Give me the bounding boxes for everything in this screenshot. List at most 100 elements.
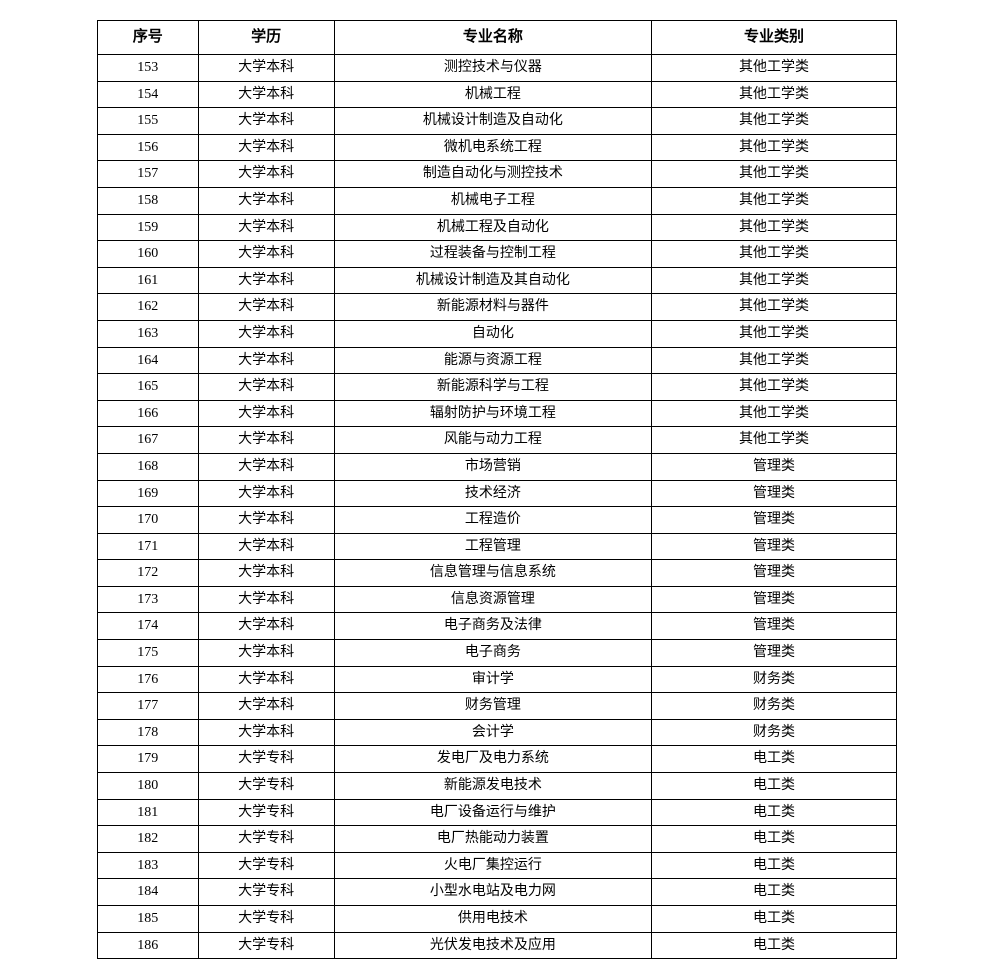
table-cell: 154 <box>98 81 199 108</box>
table-cell: 风能与动力工程 <box>334 427 651 454</box>
table-cell: 管理类 <box>652 480 897 507</box>
table-cell: 180 <box>98 773 199 800</box>
table-cell: 审计学 <box>334 666 651 693</box>
table-cell: 181 <box>98 799 199 826</box>
table-row: 177大学本科财务管理财务类 <box>98 693 897 720</box>
table-cell: 电工类 <box>652 773 897 800</box>
table-cell: 其他工学类 <box>652 108 897 135</box>
table-cell: 大学本科 <box>198 320 334 347</box>
table-row: 166大学本科辐射防护与环境工程其他工学类 <box>98 400 897 427</box>
table-row: 175大学本科电子商务管理类 <box>98 640 897 667</box>
table-row: 165大学本科新能源科学与工程其他工学类 <box>98 374 897 401</box>
table-cell: 大学本科 <box>198 347 334 374</box>
table-row: 163大学本科自动化其他工学类 <box>98 320 897 347</box>
table-cell: 微机电系统工程 <box>334 134 651 161</box>
table-cell: 大学专科 <box>198 932 334 959</box>
table-cell: 大学本科 <box>198 187 334 214</box>
table-cell: 机械设计制造及其自动化 <box>334 267 651 294</box>
col-header-cat: 专业类别 <box>652 21 897 55</box>
table-cell: 165 <box>98 374 199 401</box>
table-row: 162大学本科新能源材料与器件其他工学类 <box>98 294 897 321</box>
table-cell: 新能源发电技术 <box>334 773 651 800</box>
table-cell: 电工类 <box>652 852 897 879</box>
table-cell: 159 <box>98 214 199 241</box>
table-cell: 电工类 <box>652 932 897 959</box>
table-cell: 其他工学类 <box>652 400 897 427</box>
table-cell: 185 <box>98 906 199 933</box>
table-cell: 大学本科 <box>198 666 334 693</box>
table-row: 161大学本科机械设计制造及其自动化其他工学类 <box>98 267 897 294</box>
table-cell: 大学专科 <box>198 879 334 906</box>
table-cell: 177 <box>98 693 199 720</box>
table-row: 185大学专科供用电技术电工类 <box>98 906 897 933</box>
table-cell: 其他工学类 <box>652 267 897 294</box>
table-cell: 167 <box>98 427 199 454</box>
table-cell: 大学本科 <box>198 427 334 454</box>
table-cell: 183 <box>98 852 199 879</box>
table-cell: 管理类 <box>652 507 897 534</box>
table-cell: 其他工学类 <box>652 374 897 401</box>
table-cell: 机械设计制造及自动化 <box>334 108 651 135</box>
col-header-edu: 学历 <box>198 21 334 55</box>
table-cell: 制造自动化与测控技术 <box>334 161 651 188</box>
table-cell: 大学本科 <box>198 374 334 401</box>
table-cell: 财务类 <box>652 666 897 693</box>
table-cell: 大学本科 <box>198 267 334 294</box>
table-cell: 大学本科 <box>198 640 334 667</box>
table-cell: 大学本科 <box>198 161 334 188</box>
table-row: 154大学本科机械工程其他工学类 <box>98 81 897 108</box>
table-cell: 大学本科 <box>198 507 334 534</box>
table-row: 183大学专科火电厂集控运行电工类 <box>98 852 897 879</box>
table-row: 181大学专科电厂设备运行与维护电工类 <box>98 799 897 826</box>
table-cell: 财务类 <box>652 719 897 746</box>
table-cell: 会计学 <box>334 719 651 746</box>
table-cell: 财务类 <box>652 693 897 720</box>
table-cell: 信息资源管理 <box>334 586 651 613</box>
table-row: 168大学本科市场营销管理类 <box>98 453 897 480</box>
table-cell: 电工类 <box>652 906 897 933</box>
table-cell: 大学专科 <box>198 746 334 773</box>
table-cell: 大学专科 <box>198 799 334 826</box>
table-row: 159大学本科机械工程及自动化其他工学类 <box>98 214 897 241</box>
table-cell: 162 <box>98 294 199 321</box>
table-cell: 电子商务及法律 <box>334 613 651 640</box>
table-cell: 大学本科 <box>198 693 334 720</box>
table-row: 157大学本科制造自动化与测控技术其他工学类 <box>98 161 897 188</box>
table-row: 176大学本科审计学财务类 <box>98 666 897 693</box>
table-cell: 发电厂及电力系统 <box>334 746 651 773</box>
table-cell: 大学本科 <box>198 560 334 587</box>
table-cell: 新能源科学与工程 <box>334 374 651 401</box>
table-cell: 172 <box>98 560 199 587</box>
table-cell: 新能源材料与器件 <box>334 294 651 321</box>
table-cell: 其他工学类 <box>652 55 897 82</box>
table-row: 174大学本科电子商务及法律管理类 <box>98 613 897 640</box>
table-cell: 大学本科 <box>198 108 334 135</box>
table-cell: 电工类 <box>652 799 897 826</box>
table-row: 164大学本科能源与资源工程其他工学类 <box>98 347 897 374</box>
table-cell: 其他工学类 <box>652 81 897 108</box>
table-cell: 辐射防护与环境工程 <box>334 400 651 427</box>
table-cell: 市场营销 <box>334 453 651 480</box>
table-cell: 175 <box>98 640 199 667</box>
table-cell: 电工类 <box>652 879 897 906</box>
table-cell: 大学本科 <box>198 81 334 108</box>
table-cell: 其他工学类 <box>652 161 897 188</box>
table-cell: 电子商务 <box>334 640 651 667</box>
table-cell: 机械电子工程 <box>334 187 651 214</box>
table-body: 153大学本科测控技术与仪器其他工学类154大学本科机械工程其他工学类155大学… <box>98 55 897 959</box>
table-cell: 自动化 <box>334 320 651 347</box>
table-cell: 大学专科 <box>198 852 334 879</box>
table-cell: 电厂设备运行与维护 <box>334 799 651 826</box>
table-cell: 测控技术与仪器 <box>334 55 651 82</box>
table-cell: 信息管理与信息系统 <box>334 560 651 587</box>
table-cell: 大学本科 <box>198 719 334 746</box>
table-cell: 过程装备与控制工程 <box>334 241 651 268</box>
table-cell: 178 <box>98 719 199 746</box>
table-cell: 大学本科 <box>198 400 334 427</box>
table-cell: 158 <box>98 187 199 214</box>
table-cell: 电工类 <box>652 746 897 773</box>
table-cell: 173 <box>98 586 199 613</box>
table-cell: 其他工学类 <box>652 320 897 347</box>
table-cell: 其他工学类 <box>652 294 897 321</box>
table-cell: 供用电技术 <box>334 906 651 933</box>
